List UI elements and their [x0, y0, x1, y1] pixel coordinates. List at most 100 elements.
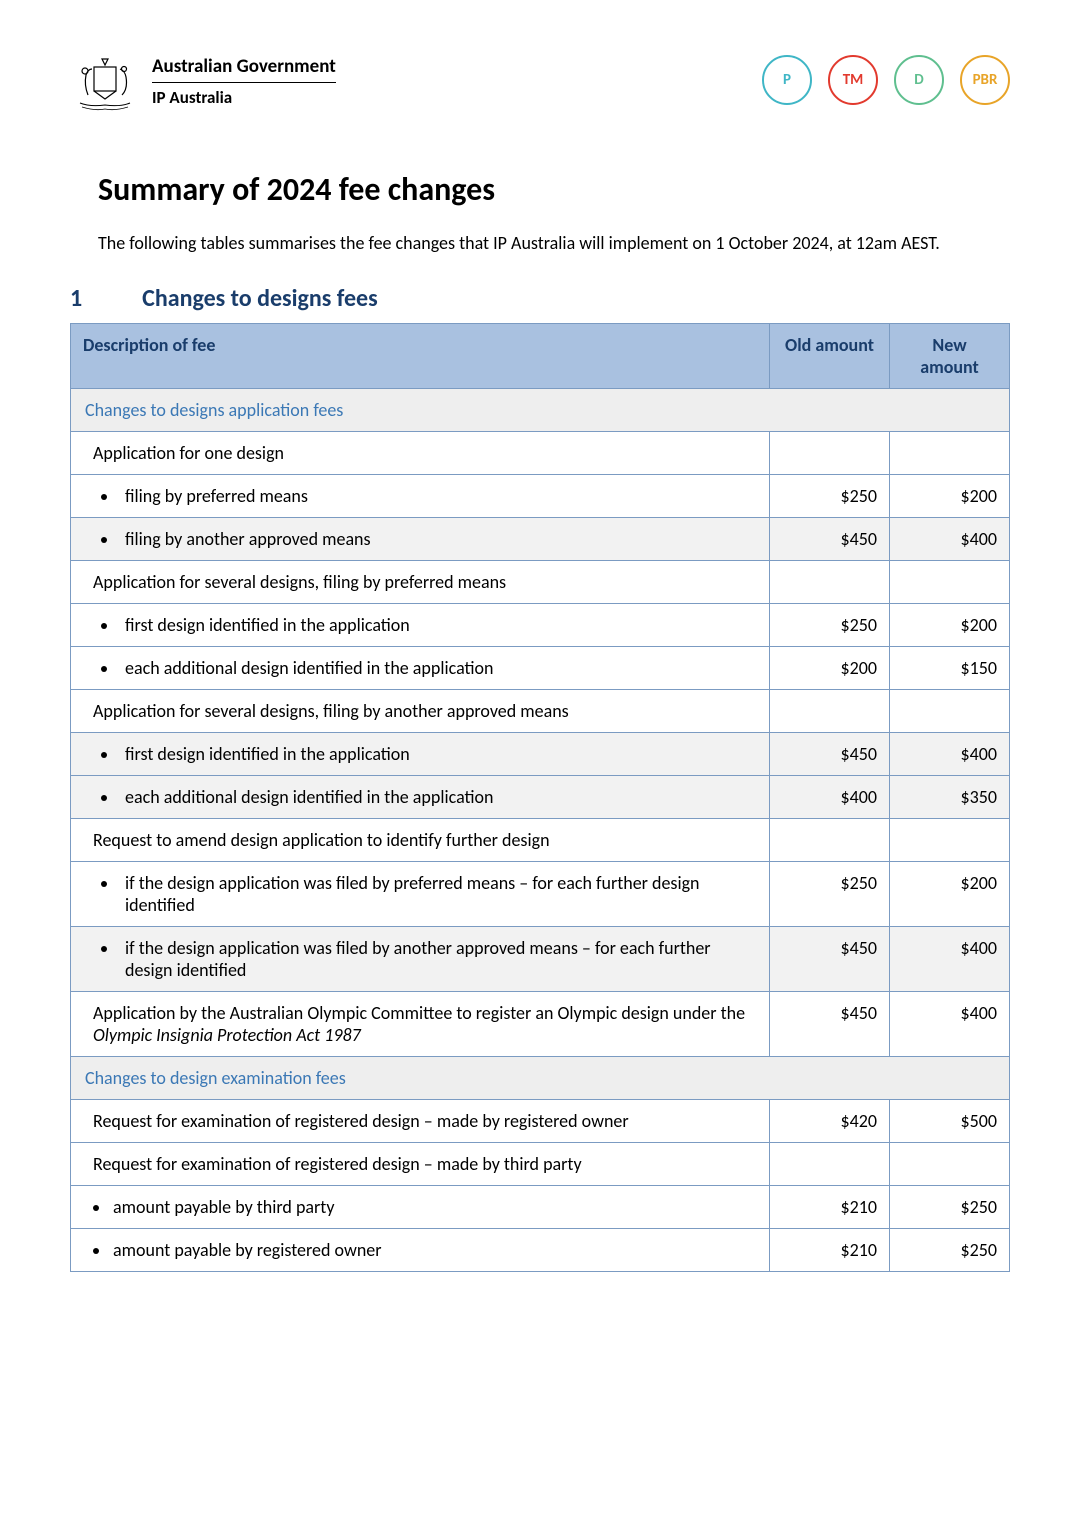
table-row: filing by preferred means $250$200 [71, 475, 1010, 518]
ip-badge-p: P [762, 55, 812, 105]
old-amount-cell: $450 [770, 733, 890, 776]
new-amount-cell: $500 [890, 1100, 1010, 1143]
bullet-icon [101, 795, 107, 801]
bullet-text: each additional design identified in the… [125, 657, 494, 679]
new-amount-cell [890, 432, 1010, 475]
description-cell: amount payable by third party [71, 1186, 770, 1229]
description-cell: Application for several designs, filing … [71, 561, 770, 604]
bullet-text: filing by another approved means [125, 528, 371, 550]
ip-badge-pbr: PBR [960, 55, 1010, 105]
bullet-icon [101, 537, 107, 543]
description-cell: if the design application was filed by p… [71, 862, 770, 927]
new-amount-cell: $400 [890, 518, 1010, 561]
table-row: Request for examination of registered de… [71, 1100, 1010, 1143]
new-amount-cell: $200 [890, 862, 1010, 927]
table-row: each additional design identified in the… [71, 647, 1010, 690]
table-row: first design identified in the applicati… [71, 604, 1010, 647]
old-amount-cell: $250 [770, 604, 890, 647]
description-cell: first design identified in the applicati… [71, 733, 770, 776]
table-row: Changes to design examination fees [71, 1057, 1010, 1100]
bullet-icon [93, 1205, 99, 1211]
description-cell: Request for examination of registered de… [71, 1143, 770, 1186]
new-amount-cell: $200 [890, 604, 1010, 647]
bullet-text: if the design application was filed by p… [125, 872, 757, 916]
old-amount-cell: $200 [770, 647, 890, 690]
new-amount-cell: $400 [890, 927, 1010, 992]
bullet-icon [101, 946, 107, 952]
bullet-text: each additional design identified in the… [125, 786, 494, 808]
old-amount-cell: $210 [770, 1186, 890, 1229]
table-row: amount payable by registered owner$210$2… [71, 1229, 1010, 1272]
fee-table: Description of feeOld amountNew amountCh… [70, 323, 1010, 1272]
col-old-amount: Old amount [770, 324, 890, 389]
table-row: if the design application was filed by a… [71, 927, 1010, 992]
table-row: Changes to designs application fees [71, 389, 1010, 432]
section-heading: 1 Changes to designs fees [70, 284, 1010, 313]
ip-badge-d: D [894, 55, 944, 105]
table-header-row: Description of feeOld amountNew amount [71, 324, 1010, 389]
intro-paragraph: The following tables summarises the fee … [70, 231, 1010, 256]
section-title: Changes to designs fees [142, 284, 378, 313]
bullet-icon [101, 623, 107, 629]
description-cell: Application for several designs, filing … [71, 690, 770, 733]
page-title: Summary of 2024 fee changes [70, 170, 1010, 209]
gov-line2: IP Australia [152, 87, 336, 108]
bullet-icon [101, 752, 107, 758]
new-amount-cell [890, 1143, 1010, 1186]
gov-text-block: Australian Government IP Australia [152, 55, 336, 108]
bullet-text: filing by preferred means [125, 485, 308, 507]
table-row: Application by the Australian Olympic Co… [71, 992, 1010, 1057]
table-row: if the design application was filed by p… [71, 862, 1010, 927]
old-amount-cell: $210 [770, 1229, 890, 1272]
old-amount-cell: $420 [770, 1100, 890, 1143]
description-cell: filing by preferred means [71, 475, 770, 518]
bullet-text: amount payable by registered owner [113, 1239, 382, 1261]
bullet-icon [101, 666, 107, 672]
old-amount-cell: $400 [770, 776, 890, 819]
bullet-icon [101, 881, 107, 887]
new-amount-cell: $200 [890, 475, 1010, 518]
old-amount-cell [770, 690, 890, 733]
table-row: Request for examination of registered de… [71, 1143, 1010, 1186]
new-amount-cell: $150 [890, 647, 1010, 690]
table-row: Application for several designs, filing … [71, 690, 1010, 733]
description-cell: each additional design identified in the… [71, 776, 770, 819]
old-amount-cell: $250 [770, 862, 890, 927]
bullet-text: amount payable by third party [113, 1196, 334, 1218]
bullet-icon [101, 494, 107, 500]
old-amount-cell [770, 432, 890, 475]
old-amount-cell: $250 [770, 475, 890, 518]
ip-badge-tm: TM [828, 55, 878, 105]
new-amount-cell [890, 561, 1010, 604]
table-row: each additional design identified in the… [71, 776, 1010, 819]
description-cell: Application for one design [71, 432, 770, 475]
gov-logo-block: Australian Government IP Australia [70, 55, 336, 115]
new-amount-cell [890, 690, 1010, 733]
section-number: 1 [70, 284, 82, 313]
old-amount-cell: $450 [770, 992, 890, 1057]
description-cell: Request to amend design application to i… [71, 819, 770, 862]
new-amount-cell: $350 [890, 776, 1010, 819]
old-amount-cell [770, 561, 890, 604]
col-description: Description of fee [71, 324, 770, 389]
description-cell: amount payable by registered owner [71, 1229, 770, 1272]
table-row: Application for several designs, filing … [71, 561, 1010, 604]
subheader-cell: Changes to design examination fees [71, 1057, 1010, 1100]
description-cell: Request for examination of registered de… [71, 1100, 770, 1143]
bullet-text: first design identified in the applicati… [125, 614, 410, 636]
description-cell: Application by the Australian Olympic Co… [71, 992, 770, 1057]
description-cell: filing by another approved means [71, 518, 770, 561]
new-amount-cell: $250 [890, 1186, 1010, 1229]
page-header: Australian Government IP Australia P TM DP… [70, 55, 1010, 115]
table-row: Request to amend design application to i… [71, 819, 1010, 862]
table-row: first design identified in the applicati… [71, 733, 1010, 776]
new-amount-cell: $400 [890, 992, 1010, 1057]
bullet-text: if the design application was filed by a… [125, 937, 757, 981]
old-amount-cell [770, 1143, 890, 1186]
ip-type-badges: P TM D PBR [762, 55, 1010, 105]
new-amount-cell [890, 819, 1010, 862]
old-amount-cell [770, 819, 890, 862]
gov-line1: Australian Government [152, 55, 336, 83]
new-amount-cell: $400 [890, 733, 1010, 776]
col-new-amount: New amount [890, 324, 1010, 389]
